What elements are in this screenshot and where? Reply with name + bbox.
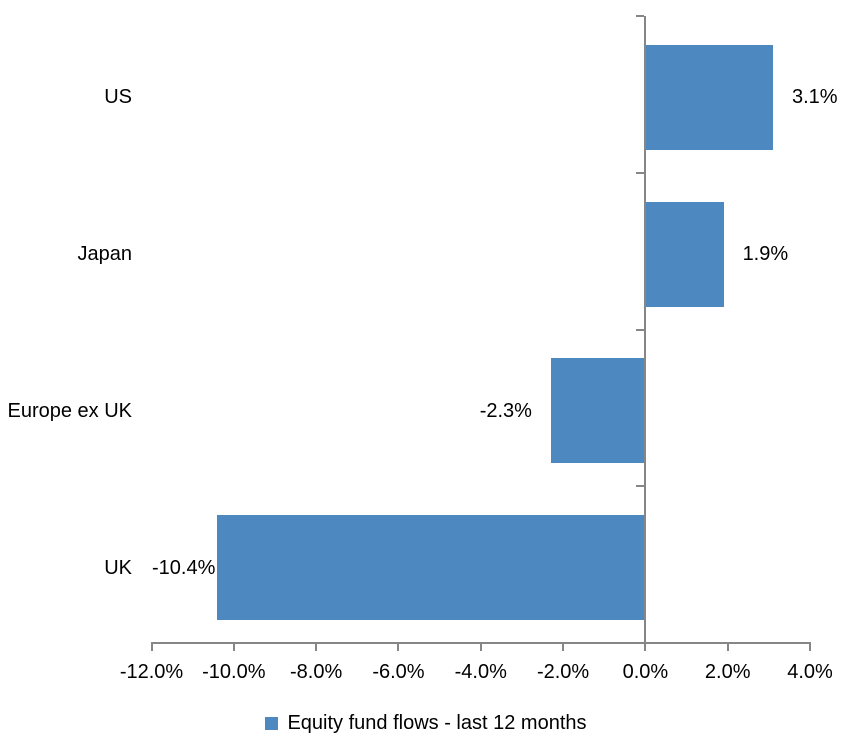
- x-tick-label: -12.0%: [119, 661, 184, 683]
- x-axis-tick: [479, 643, 482, 651]
- x-axis-tick: [726, 643, 729, 651]
- category-label: Japan: [77, 243, 133, 266]
- x-tick-label: 0.0%: [622, 661, 669, 683]
- data-label: -2.3%: [479, 399, 532, 422]
- x-tick-label: -2.0%: [536, 661, 590, 683]
- x-axis-tick: [644, 643, 647, 651]
- category-label: Europe ex UK: [7, 399, 132, 422]
- y-axis-tick: [636, 328, 645, 331]
- data-label: 1.9%: [742, 243, 789, 266]
- x-axis-tick: [809, 643, 811, 651]
- x-tick-label: -4.0%: [454, 661, 507, 683]
- data-label: -10.4%: [152, 556, 216, 579]
- y-axis-tick: [636, 15, 645, 17]
- y-axis-line: [644, 16, 647, 643]
- x-axis-tick: [315, 643, 318, 651]
- category-label: US: [104, 86, 132, 109]
- y-axis-tick: [636, 485, 645, 488]
- category-label: UK: [104, 556, 132, 579]
- x-axis-tick: [232, 643, 235, 651]
- y-axis-tick: [636, 171, 645, 174]
- x-tick-label: 4.0%: [787, 661, 833, 683]
- x-axis-tick: [150, 643, 153, 651]
- legend-swatch-icon: [265, 716, 279, 730]
- x-tick-label: 2.0%: [704, 661, 751, 683]
- x-tick-label: -6.0%: [372, 661, 425, 683]
- legend-label: Equity fund flows - last 12 months: [287, 711, 587, 734]
- x-axis-tick: [397, 643, 400, 651]
- x-axis-tick: [562, 643, 565, 651]
- bar: [550, 358, 646, 464]
- x-tick-label: -10.0%: [202, 661, 266, 683]
- data-label: 3.1%: [791, 86, 838, 109]
- bar: [645, 201, 724, 307]
- bar: [217, 515, 646, 621]
- bar: [645, 44, 773, 150]
- legend: Equity fund flows - last 12 months: [0, 708, 852, 738]
- x-tick-label: -8.0%: [290, 661, 343, 683]
